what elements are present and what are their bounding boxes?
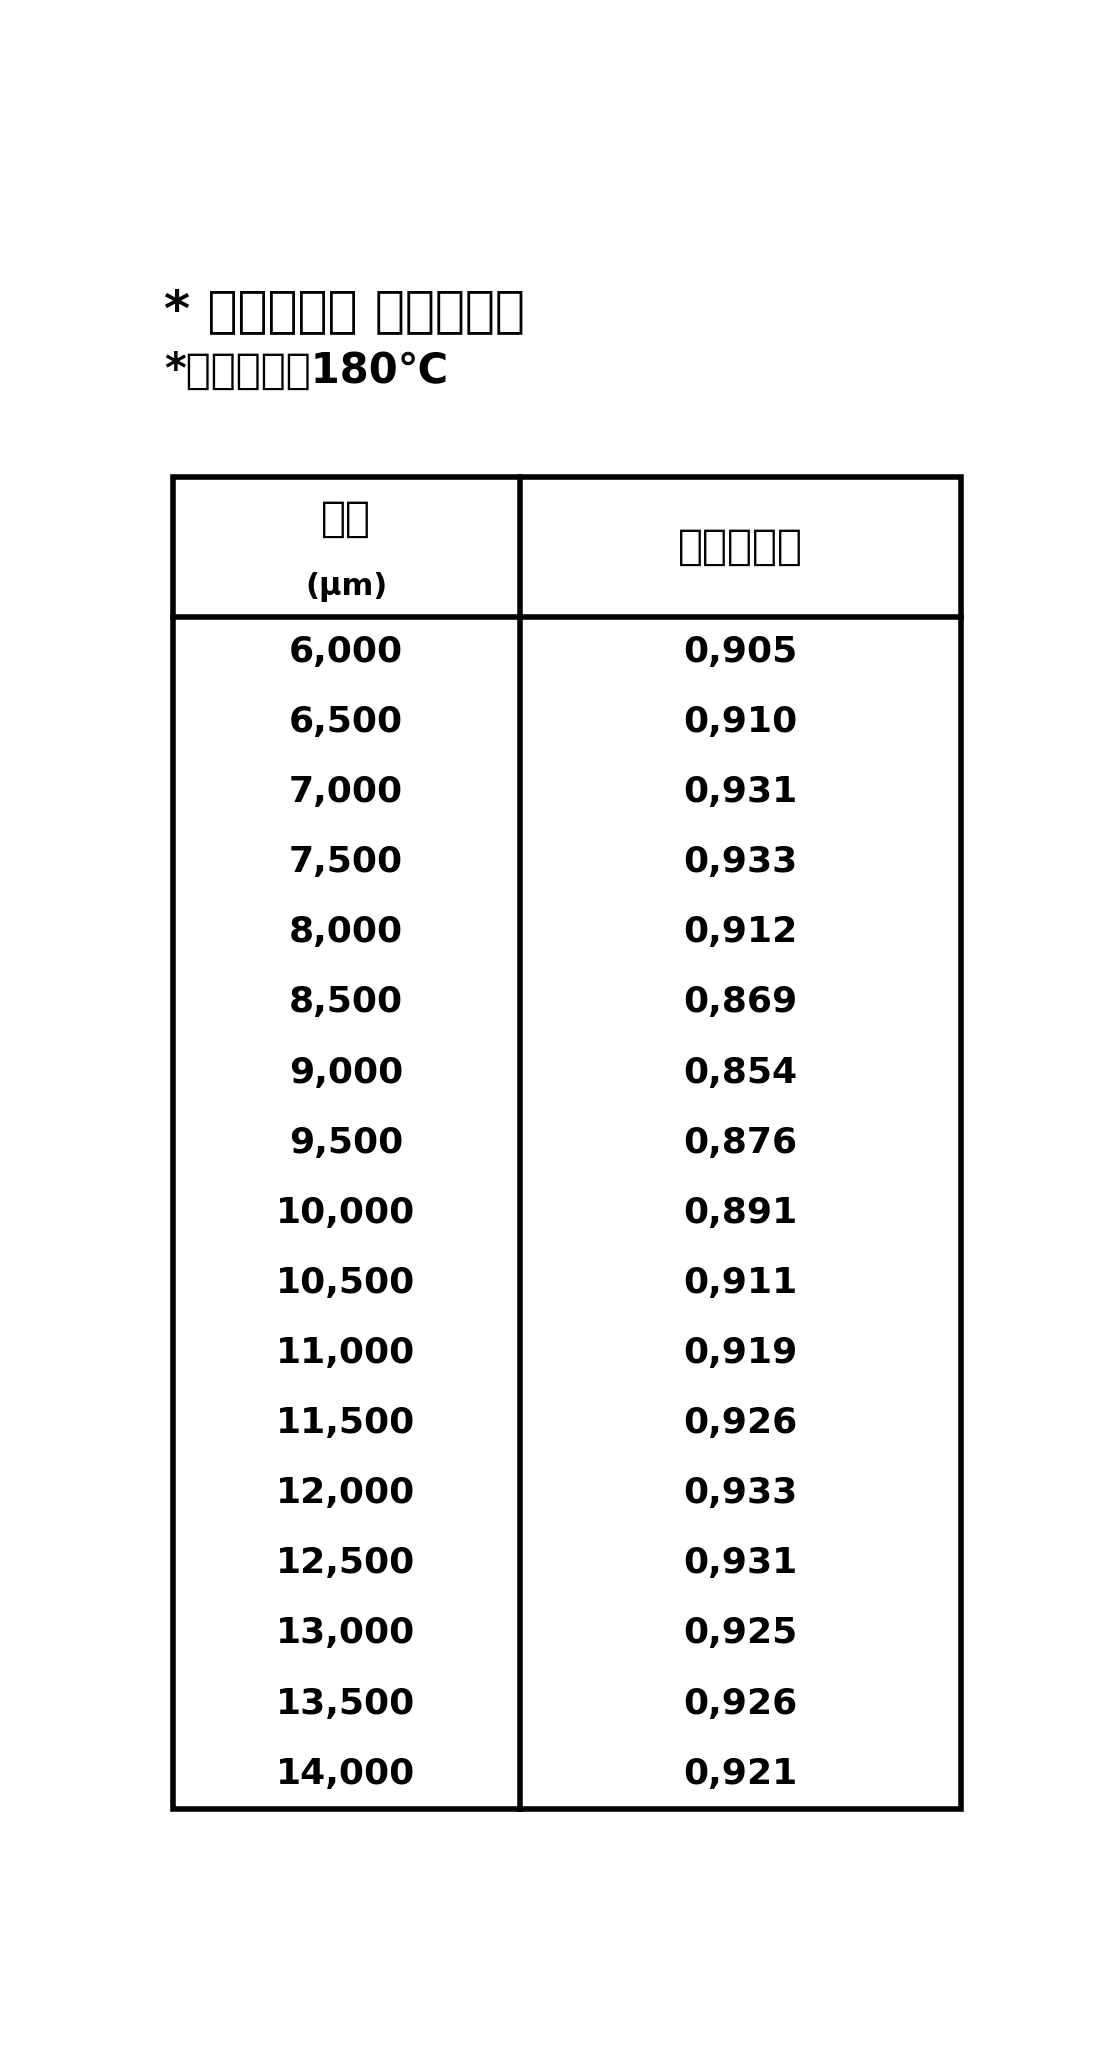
Text: 14,000: 14,000 <box>276 1756 416 1791</box>
Text: 6,500: 6,500 <box>289 704 403 739</box>
Text: 12,500: 12,500 <box>276 1546 416 1581</box>
Text: (μm): (μm) <box>305 572 387 601</box>
Text: 9,500: 9,500 <box>289 1126 404 1159</box>
Text: 10,500: 10,500 <box>276 1266 416 1299</box>
Text: 0,854: 0,854 <box>684 1056 797 1089</box>
Text: 0,926: 0,926 <box>684 1406 797 1439</box>
Text: *测量温度：180℃: *测量温度：180℃ <box>164 350 448 391</box>
Text: 13,500: 13,500 <box>276 1686 416 1721</box>
Text: 0,912: 0,912 <box>684 916 797 949</box>
Text: 0,926: 0,926 <box>684 1686 797 1721</box>
Text: 13,000: 13,000 <box>276 1616 416 1651</box>
Text: 0,925: 0,925 <box>684 1616 797 1651</box>
Text: 0,911: 0,911 <box>684 1266 797 1299</box>
Text: 0,891: 0,891 <box>684 1196 797 1229</box>
Text: 8,000: 8,000 <box>289 916 403 949</box>
Text: 0,905: 0,905 <box>684 634 797 669</box>
Text: 10,000: 10,000 <box>276 1196 416 1229</box>
Text: 0,933: 0,933 <box>684 844 797 879</box>
Text: 0,919: 0,919 <box>684 1336 797 1369</box>
Bar <box>173 478 961 1808</box>
Text: 11,000: 11,000 <box>276 1336 416 1369</box>
Text: 0,931: 0,931 <box>684 774 797 809</box>
Text: 11,500: 11,500 <box>276 1406 416 1439</box>
Text: 8,500: 8,500 <box>289 986 403 1019</box>
Text: 6,000: 6,000 <box>289 634 403 669</box>
Text: 7,000: 7,000 <box>289 774 403 809</box>
Text: 0,910: 0,910 <box>684 704 797 739</box>
Text: 9,000: 9,000 <box>289 1056 404 1089</box>
Text: 0,933: 0,933 <box>684 1476 797 1509</box>
Text: 7,500: 7,500 <box>289 844 403 879</box>
Text: 0,931: 0,931 <box>684 1546 797 1581</box>
Text: 0,876: 0,876 <box>684 1126 797 1159</box>
Text: 0,921: 0,921 <box>684 1756 797 1791</box>
Text: 波长: 波长 <box>321 498 371 539</box>
Text: * 样品名称： 麦闪石粉末: * 样品名称： 麦闪石粉末 <box>164 286 525 336</box>
Text: 光谱辐射率: 光谱辐射率 <box>678 525 803 568</box>
Text: 0,869: 0,869 <box>684 986 797 1019</box>
Text: 12,000: 12,000 <box>276 1476 416 1509</box>
